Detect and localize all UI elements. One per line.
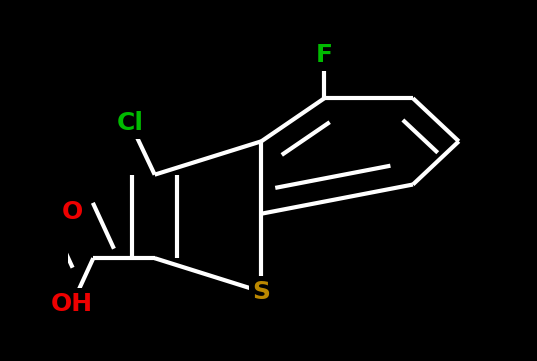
Text: Cl: Cl (117, 111, 144, 135)
Text: O: O (62, 200, 83, 224)
Text: S: S (252, 280, 270, 304)
Text: F: F (316, 43, 333, 67)
Text: OH: OH (51, 292, 93, 316)
